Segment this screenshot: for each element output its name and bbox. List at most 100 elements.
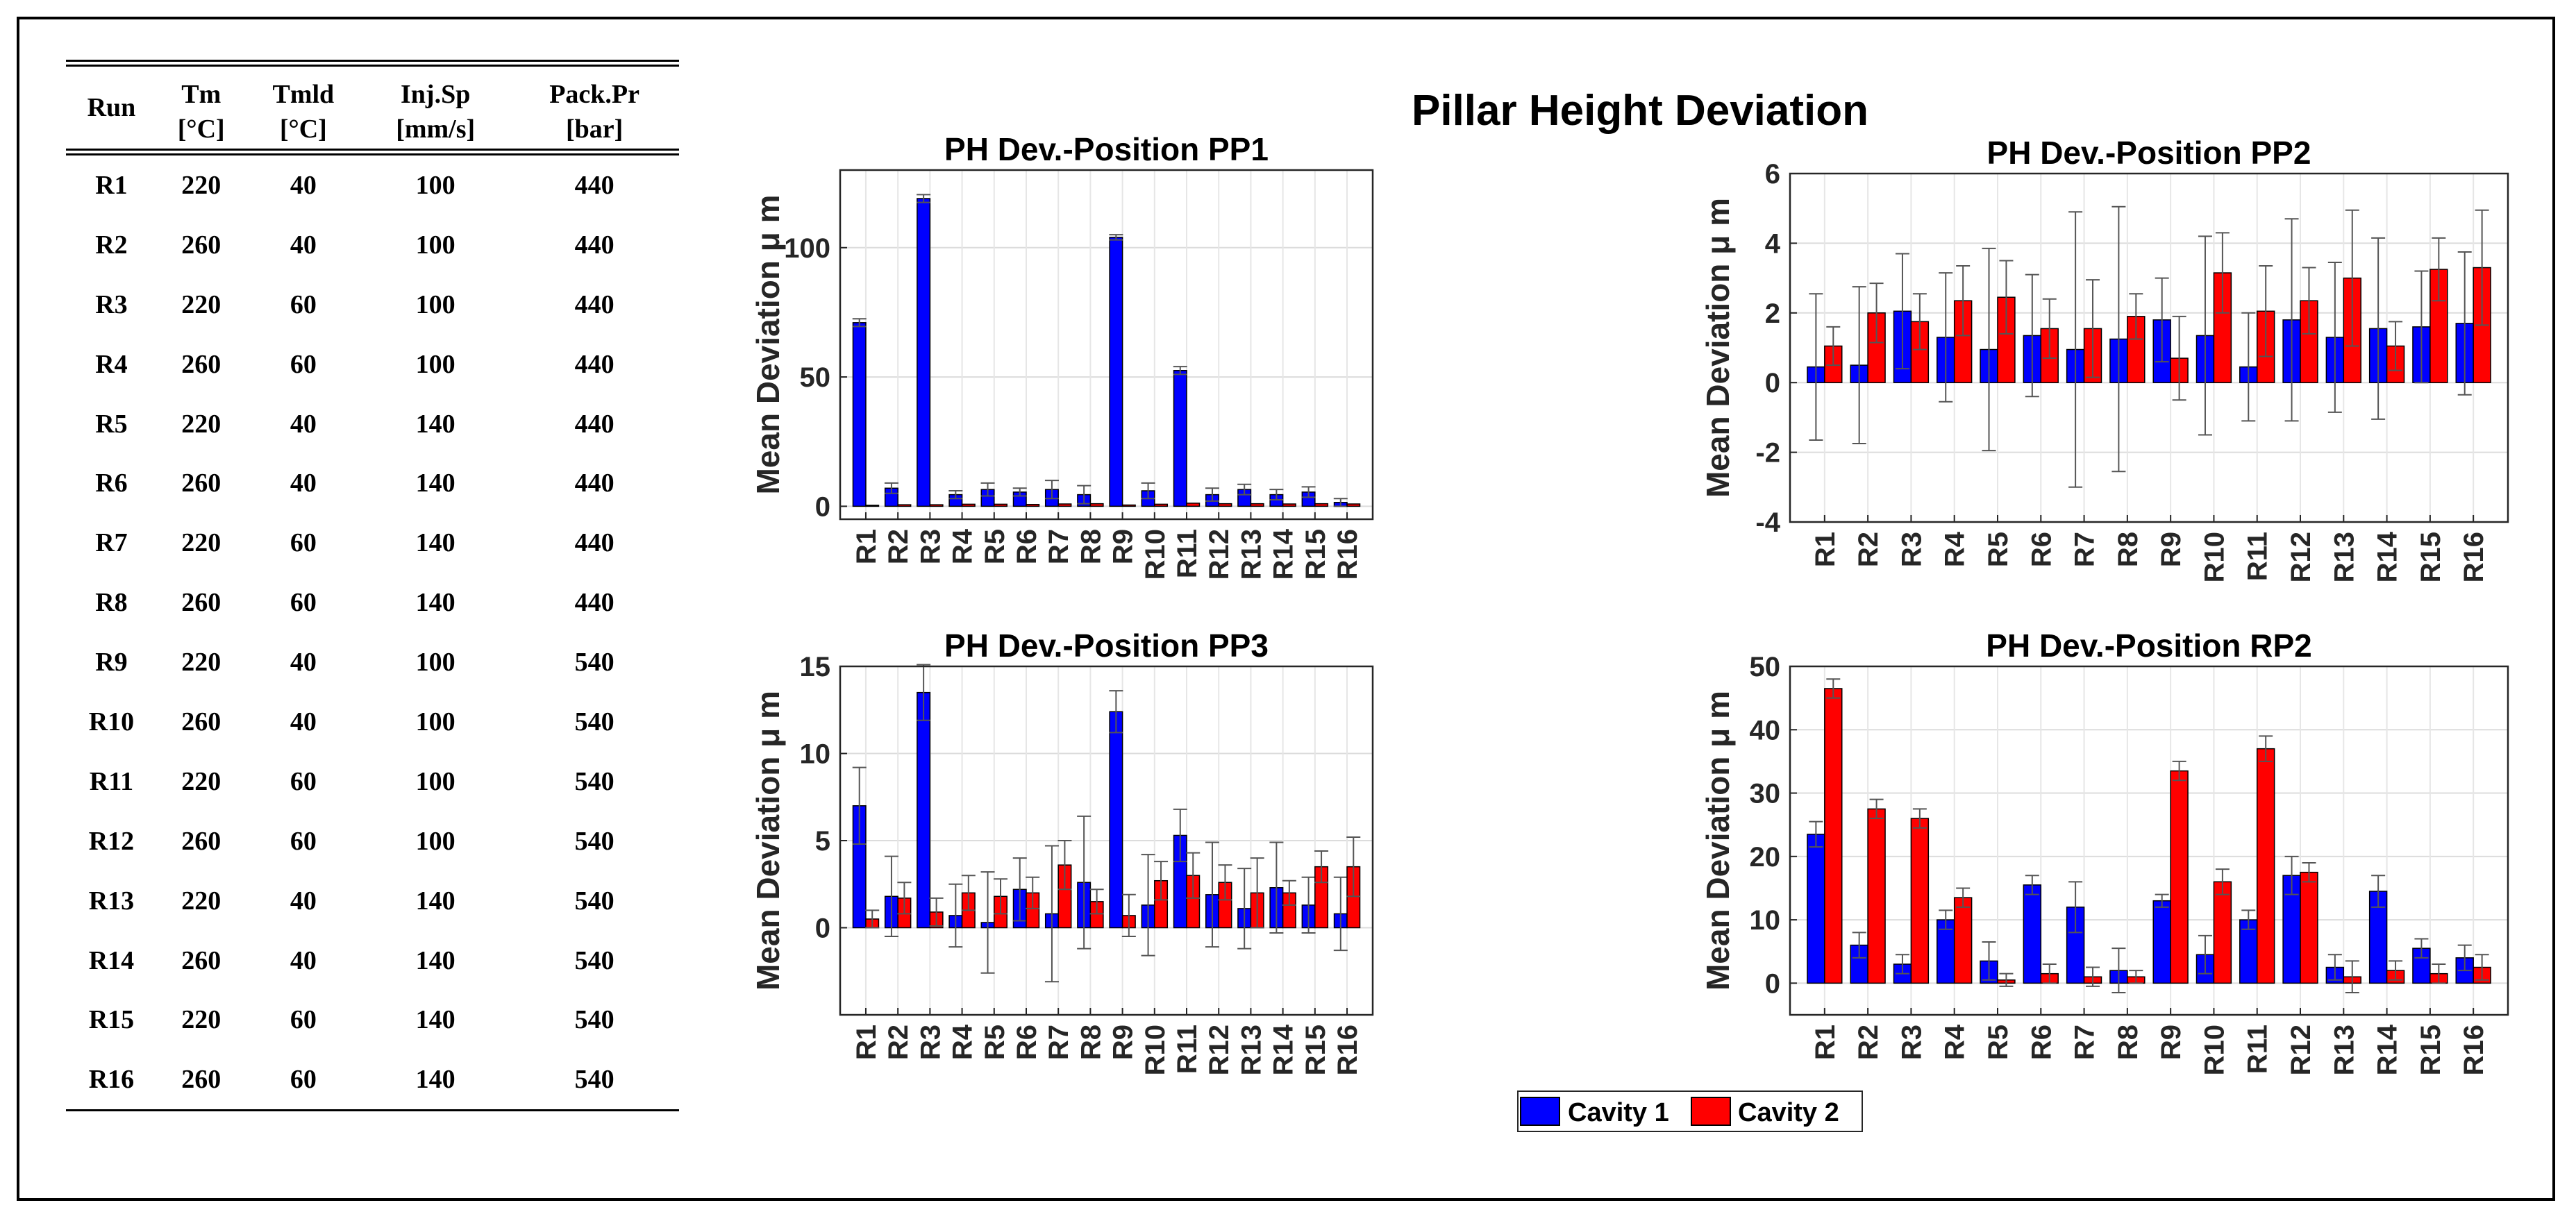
bar-cavity1-r4 <box>1937 919 1955 984</box>
table-cell: R6 <box>95 469 128 498</box>
bar-cavity2-r4 <box>961 503 976 507</box>
x-tick-label: R5 <box>1983 532 2014 567</box>
x-tick-label: R6 <box>1012 529 1042 564</box>
table-cell: 540 <box>510 1050 679 1112</box>
table-cell: 40 <box>290 648 317 677</box>
bar-cavity1-r11 <box>1173 370 1187 507</box>
bar-cavity2-r10 <box>2213 881 2232 984</box>
plot-border <box>1789 665 2509 1016</box>
bar-cavity1-r1 <box>852 322 867 507</box>
x-tick-label: R11 <box>2243 532 2273 581</box>
table-cell: 260 <box>181 945 221 975</box>
figure-frame <box>17 17 2555 1201</box>
table-row: R4 260 60 100 440 <box>66 335 679 394</box>
y-tick-label: 40 <box>1750 715 1781 746</box>
x-tick-label: R1 <box>1810 532 1841 567</box>
y-tick-label: 0 <box>1765 968 1780 999</box>
x-tick-label: R1 <box>851 1025 882 1060</box>
bar-cavity2-r5 <box>994 503 1008 507</box>
table-cell: R15 <box>88 1005 135 1035</box>
table-row: R5 220 40 140 440 <box>66 394 679 454</box>
bar-cavity2-r1 <box>865 505 880 507</box>
x-tick-label: R14 <box>1269 528 1299 580</box>
x-tick-label: R14 <box>1269 1024 1299 1075</box>
figure-title: Pillar Height Deviation <box>1412 87 1868 135</box>
bar-cavity2-r3 <box>1910 818 1930 984</box>
table-cell: 140 <box>361 1050 510 1112</box>
x-tick-label: R16 <box>1332 1025 1363 1075</box>
table-cell: 100 <box>415 766 455 796</box>
table-cell: 440 <box>574 230 614 260</box>
bar-cavity1-r3 <box>917 198 931 507</box>
x-tick-label: R10 <box>1140 1025 1171 1075</box>
x-tick-label: R14 <box>2373 1024 2403 1075</box>
x-tick-label: R10 <box>2199 1025 2230 1075</box>
table-cell: R5 <box>95 409 128 439</box>
x-tick-label: R15 <box>2416 532 2446 582</box>
table-cell: 60 <box>290 528 317 558</box>
table-cell: R7 <box>95 528 128 558</box>
bar-cavity1-r3 <box>917 691 931 929</box>
x-tick-label: R6 <box>2026 532 2057 567</box>
x-tick-label: R4 <box>1940 1024 1971 1060</box>
x-tick-label: R5 <box>980 529 1010 564</box>
x-tick-label: R5 <box>1983 1025 2014 1060</box>
table-cell: 220 <box>181 289 221 319</box>
table-cell: 220 <box>181 648 221 677</box>
x-tick-label: R7 <box>1044 529 1074 564</box>
table-cell: 140 <box>415 469 455 498</box>
x-tick-label: R2 <box>883 1025 914 1060</box>
bar-cavity2-r8 <box>1089 503 1104 507</box>
bar-cavity2-r12 <box>2300 871 2318 984</box>
y-tick-label: 10 <box>1750 905 1781 936</box>
plot-border <box>1789 172 2509 523</box>
legend-label-cavity2: Cavity 2 <box>1738 1098 1839 1127</box>
plot-border <box>839 169 1374 521</box>
table-cell: 540 <box>574 945 614 975</box>
table-cell: 540 <box>574 826 614 856</box>
y-tick-label: -2 <box>1755 438 1780 469</box>
x-tick-label: R7 <box>1044 1025 1074 1060</box>
legend-swatch-cavity2 <box>1691 1097 1731 1126</box>
y-tick-label: 0 <box>1765 368 1780 398</box>
col-unit-tm: [°C] <box>177 115 225 144</box>
bar-cavity2-r4 <box>1953 897 1973 984</box>
col-unit-tmld: [°C] <box>279 115 327 144</box>
bar-cavity2-r10 <box>1154 503 1169 507</box>
y-tick-label: 15 <box>800 652 831 682</box>
bar-cavity2-r16 <box>1346 503 1361 507</box>
bar-cavity1-r1 <box>1807 834 1825 984</box>
table-cell: 140 <box>415 886 455 916</box>
y-tick-label: 0 <box>815 913 830 944</box>
col-header-packpr: Pack.Pr <box>549 80 639 109</box>
x-tick-label: R1 <box>851 529 882 564</box>
bar-cavity2-r9 <box>2170 770 2189 984</box>
table-cell: 260 <box>181 826 221 856</box>
bar-cavity2-r11 <box>2256 748 2275 984</box>
x-tick-label: R10 <box>2199 532 2230 582</box>
table-cell: 40 <box>245 149 362 215</box>
x-tick-label: R9 <box>2156 532 2186 567</box>
x-tick-label: R3 <box>1896 1025 1927 1060</box>
bar-cavity1-r9 <box>1109 711 1123 929</box>
x-tick-label: R8 <box>1076 1025 1106 1060</box>
x-tick-label: R11 <box>1172 529 1203 578</box>
table-cell: 140 <box>415 588 455 618</box>
table-row: R9 220 40 100 540 <box>66 632 679 692</box>
table-row: R8 260 60 140 440 <box>66 573 679 632</box>
y-tick-label: 6 <box>1765 159 1780 190</box>
table-cell: 220 <box>181 766 221 796</box>
x-tick-label: R8 <box>2113 532 2143 567</box>
legend-label-cavity1: Cavity 1 <box>1568 1098 1669 1127</box>
table-cell: R14 <box>88 945 135 975</box>
x-tick-label: R16 <box>2459 1025 2489 1075</box>
x-tick-label: R15 <box>1300 1025 1331 1075</box>
y-tick-label: 20 <box>1750 842 1781 873</box>
x-tick-label: R8 <box>2113 1025 2143 1060</box>
col-unit-packpr: [bar] <box>565 115 624 144</box>
bar-cavity2-r2 <box>1867 808 1886 984</box>
col-header-injsp: Inj.Sp <box>401 80 471 109</box>
y-tick-label: 50 <box>800 362 831 393</box>
table-cell: 60 <box>290 349 317 379</box>
